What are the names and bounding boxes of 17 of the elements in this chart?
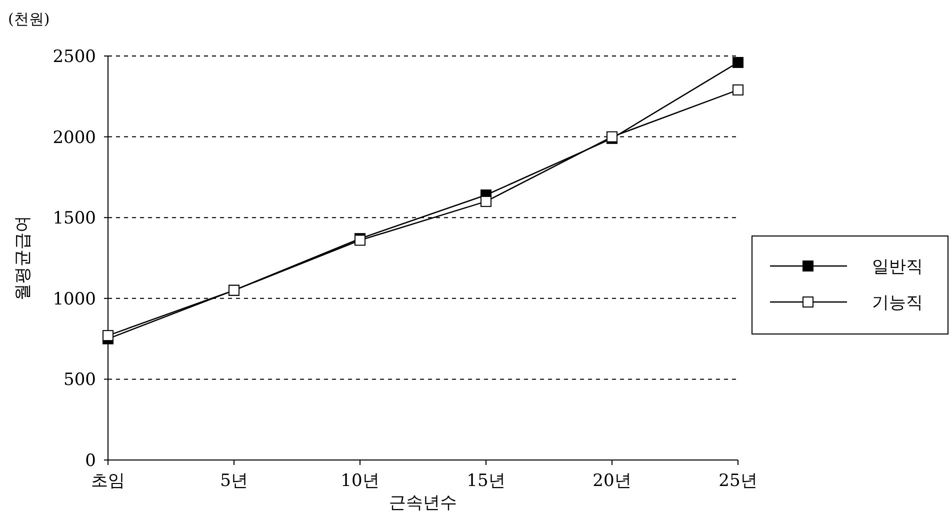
y-tick-label: 1500 xyxy=(52,208,96,229)
y-tick-label: 500 xyxy=(64,370,96,390)
x-tick-label: 초임 xyxy=(91,471,125,491)
x-axis-title: 근속년수 xyxy=(389,493,457,513)
x-tick-label: 25년 xyxy=(718,471,758,491)
x-tick-label: 15년 xyxy=(466,471,506,491)
y-tick-label: 2500 xyxy=(52,47,96,67)
text: (천원) xyxy=(8,10,50,28)
x-tick-label: 20년 xyxy=(592,471,632,491)
y-tick-label: 2000 xyxy=(52,128,96,148)
x-tick-label: 10년 xyxy=(340,471,380,491)
x-tick-label: 5년 xyxy=(220,471,248,491)
legend-label: 일반직 xyxy=(872,257,923,277)
y-tick-label: 0 xyxy=(85,451,96,471)
y-axis-title: 월평균급여 xyxy=(13,216,33,300)
y-tick-label: 1000 xyxy=(52,289,96,310)
legend-label: 기능직 xyxy=(872,293,923,313)
